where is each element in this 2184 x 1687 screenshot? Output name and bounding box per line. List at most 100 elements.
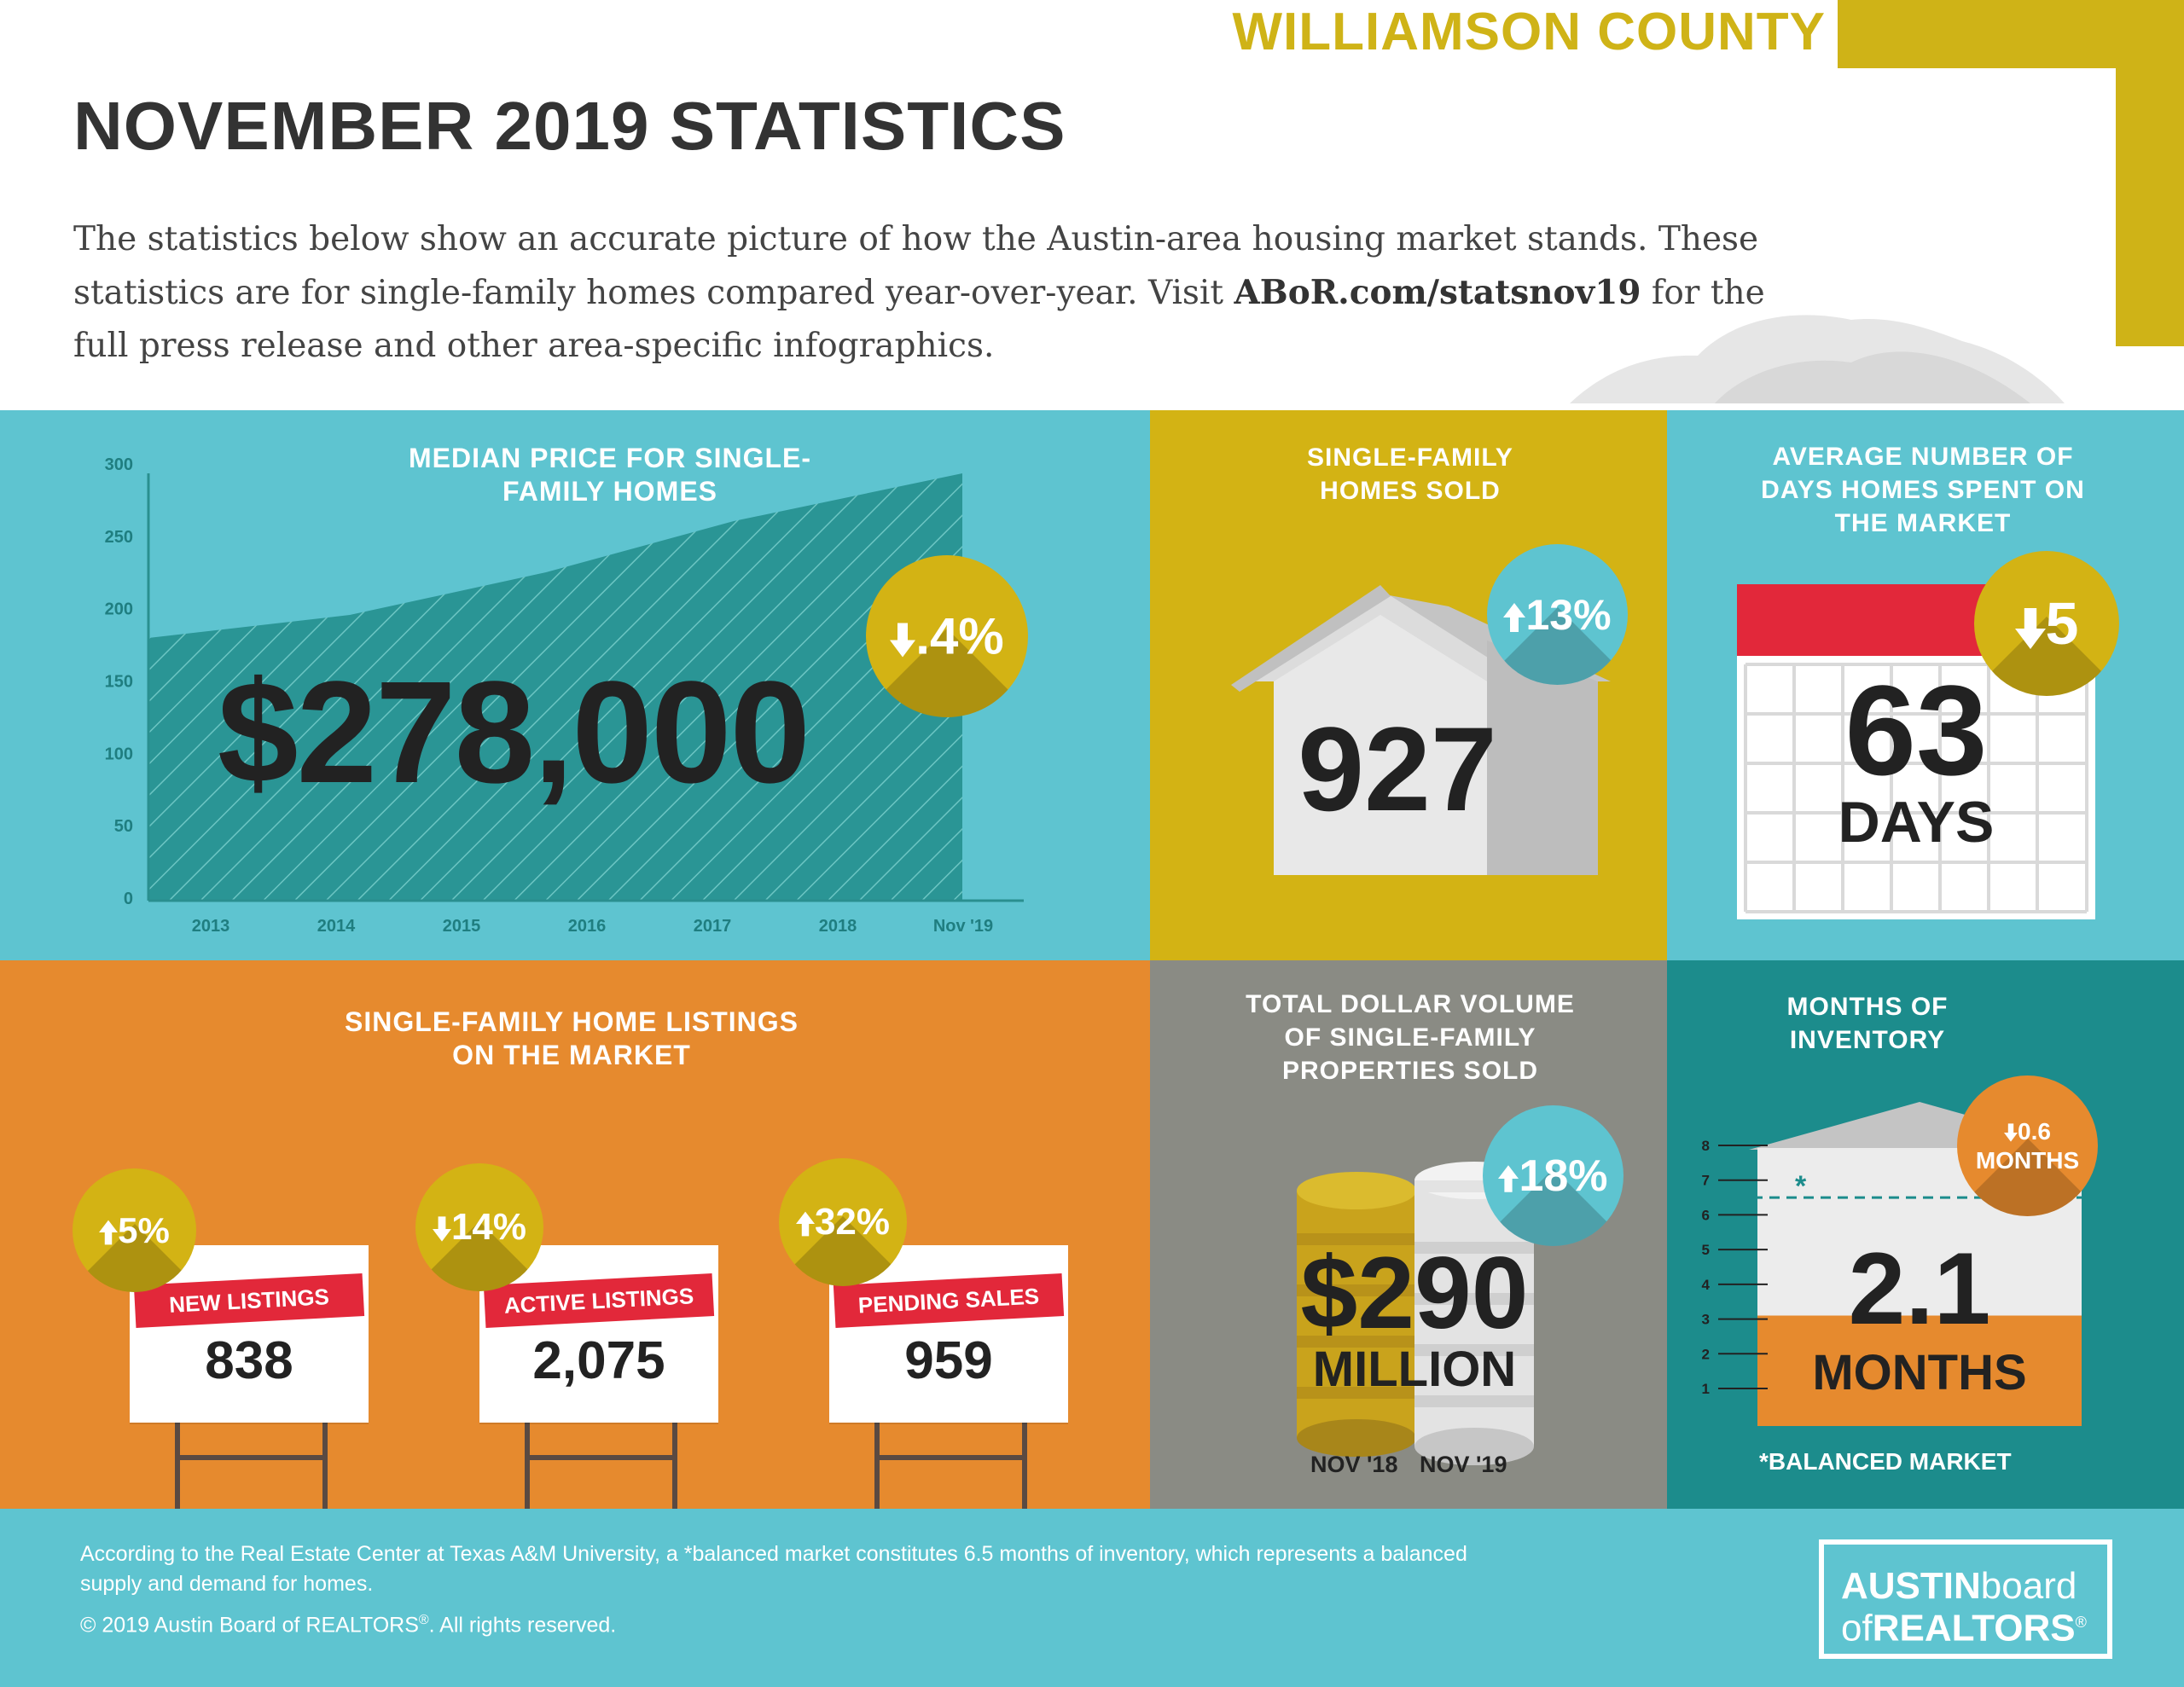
inventory-tick-label: 2 [1702, 1346, 1710, 1362]
inventory-value: 2.1 [1848, 1232, 1991, 1346]
sign-crossbar [175, 1455, 328, 1460]
inventory-tick-label: 3 [1702, 1312, 1710, 1328]
dollar-volume-change: 18% [1519, 1151, 1608, 1201]
sign-post [322, 1419, 328, 1509]
x-tick-label: 2013 [192, 917, 230, 936]
homes-sold-change: 13% [1525, 590, 1612, 639]
pending-sales-value: 959 [904, 1331, 993, 1390]
median-price-chart: 300 250 200 150 100 50 0 2013 2014 2015 2016 2017 20… [105, 455, 1024, 936]
days-on-market-value: 63 [1844, 658, 1988, 802]
y-tick-label: 100 [105, 745, 133, 763]
days-change-badge: 5 [1974, 551, 2119, 696]
x-tick-label: 2016 [568, 917, 607, 936]
homes-sold-value: 927 [1298, 702, 1497, 836]
days-on-market-panel: AVERAGE NUMBER OF DAYS HOMES SPENT ON TH… [1667, 410, 2184, 960]
arrow-up-icon [795, 1211, 815, 1237]
new-listings-value: 838 [205, 1331, 293, 1390]
press-release-link[interactable]: ABoR.com/statsnov19 [1234, 273, 1641, 312]
logo-line-1: AUSTINboard [1841, 1565, 2077, 1607]
arrow-up-icon [1498, 1165, 1519, 1192]
active-listings-value: 2,075 [532, 1331, 665, 1390]
median-price-area [148, 473, 962, 901]
coin-stacks-icon [1297, 1162, 1534, 1465]
days-on-market-unit: DAYS [1838, 790, 1995, 855]
copyright-reg-mark: ® [418, 1613, 429, 1627]
abor-logo[interactable]: AUSTINboard ofREALTORS® [1819, 1539, 2112, 1659]
y-tick-label: 250 [105, 528, 133, 547]
new-listings-change: 5% [118, 1209, 170, 1250]
listings-title: SINGLE-FAMILY HOME LISTINGS ON THE MARKE… [345, 1006, 799, 1070]
sign-post [525, 1419, 530, 1509]
sign-post [672, 1419, 677, 1509]
inventory-change: 0.6 [2018, 1117, 2051, 1145]
active-listings-change-badge: 14% [415, 1163, 543, 1291]
calendar-grid [1744, 663, 2088, 913]
inventory-tick-label: 6 [1702, 1207, 1710, 1223]
hills-illustration [1570, 315, 2065, 403]
inventory-change-badge: 0.6 MONTHS [1957, 1075, 2098, 1216]
calendar-icon [1737, 584, 2095, 919]
badge-text: 5 [1974, 589, 2119, 658]
nov-18-label: NOV '18 [1310, 1452, 1398, 1477]
logo-austin: AUSTIN [1841, 1565, 1981, 1607]
copyright-text: © 2019 Austin Board of REALTORS [80, 1613, 419, 1638]
median-price-change: .4% [915, 607, 1004, 665]
balanced-market-note: *BALANCED MARKET [1759, 1448, 2012, 1475]
page-title: NOVEMBER 2019 STATISTICS [73, 88, 1066, 164]
badge-text: 13% [1487, 590, 1628, 640]
logo-board: board [1980, 1565, 2077, 1607]
arrow-down-icon [2014, 607, 2046, 649]
dollar-volume-panel: TOTAL DOLLAR VOLUME OF SINGLE-FAMILY PRO… [1150, 960, 1667, 1509]
sign-crossbar [874, 1455, 1027, 1460]
new-listings-change-badge: 5% [73, 1168, 196, 1292]
arrow-down-icon [890, 623, 916, 658]
y-tick-label: 0 [124, 890, 133, 908]
median-price-panel: MEDIAN PRICE FOR SINGLE-FAMILY HOMES 300… [0, 410, 1150, 960]
header-accent-bar [1838, 0, 2184, 68]
copyright-suffix: . All rights reserved. [428, 1613, 617, 1638]
badge-text: .4% [866, 607, 1028, 666]
days-on-market-title: AVERAGE NUMBER OF DAYS HOMES SPENT ON TH… [1761, 443, 2085, 537]
sign-crossbar [525, 1455, 677, 1460]
x-tick-label: 2017 [694, 917, 732, 936]
intro-text-part-1: The statistics below show an accurate pi… [73, 220, 1759, 312]
header-accent-bar-vertical [2116, 68, 2184, 346]
homes-sold-title: SINGLE-FAMILY HOMES SOLD [1307, 443, 1513, 505]
homes-sold-panel: SINGLE-FAMILY HOMES SOLD 927 13% [1150, 410, 1667, 960]
y-tick-label: 150 [105, 673, 133, 692]
x-tick-label: 2014 [317, 917, 356, 936]
county-name: WILLIAMSON COUNTY [1232, 3, 1826, 61]
arrow-down-icon [432, 1216, 451, 1243]
inventory-tick-label: 7 [1702, 1173, 1710, 1189]
inventory-change-unit: MONTHS [1975, 1146, 2080, 1174]
dollar-volume-change-badge: 18% [1483, 1105, 1623, 1246]
arrow-up-icon [1503, 603, 1526, 633]
dollar-volume-title: TOTAL DOLLAR VOLUME OF SINGLE-FAMILY PRO… [1246, 990, 1575, 1085]
badge-text: 18% [1483, 1151, 1623, 1202]
badge-text: 32% [779, 1201, 907, 1244]
pending-sales-change: 32% [814, 1201, 891, 1243]
sign-post [1022, 1419, 1027, 1509]
inventory-panel: MONTHS OF INVENTORY 8 7 6 5 4 3 2 1 * 2.1 MONTHS… [1667, 960, 2184, 1509]
x-tick-label: 2015 [443, 917, 481, 936]
intro-paragraph: The statistics below show an accurate pi… [73, 213, 1822, 373]
x-tick-label: Nov '19 [933, 917, 993, 936]
dollar-volume-value: $290 [1300, 1236, 1529, 1350]
inventory-tick-label: 1 [1702, 1381, 1710, 1397]
badge-text: 14% [415, 1206, 543, 1249]
y-tick-label: 50 [114, 817, 133, 836]
inventory-tick-label: 4 [1702, 1277, 1711, 1293]
badge-line-1: 0.6 [1957, 1117, 2098, 1146]
logo-realtors: REALTORS [1872, 1607, 2076, 1649]
pending-sales-change-badge: 32% [779, 1158, 907, 1286]
intro-text-part-2: for the full press release and other are… [73, 274, 1765, 365]
dollar-volume-unit: MILLION [1312, 1342, 1517, 1397]
active-listings-change: 14% [450, 1206, 527, 1248]
inventory-tick-label: 5 [1702, 1242, 1710, 1258]
logo-of: of [1841, 1607, 1873, 1649]
x-tick-label: 2018 [819, 917, 857, 936]
house-icon [1231, 585, 1611, 875]
arrow-down-icon [2004, 1123, 2018, 1142]
days-change: 5 [2045, 590, 2079, 657]
balanced-market-marker: * [1795, 1170, 1807, 1203]
